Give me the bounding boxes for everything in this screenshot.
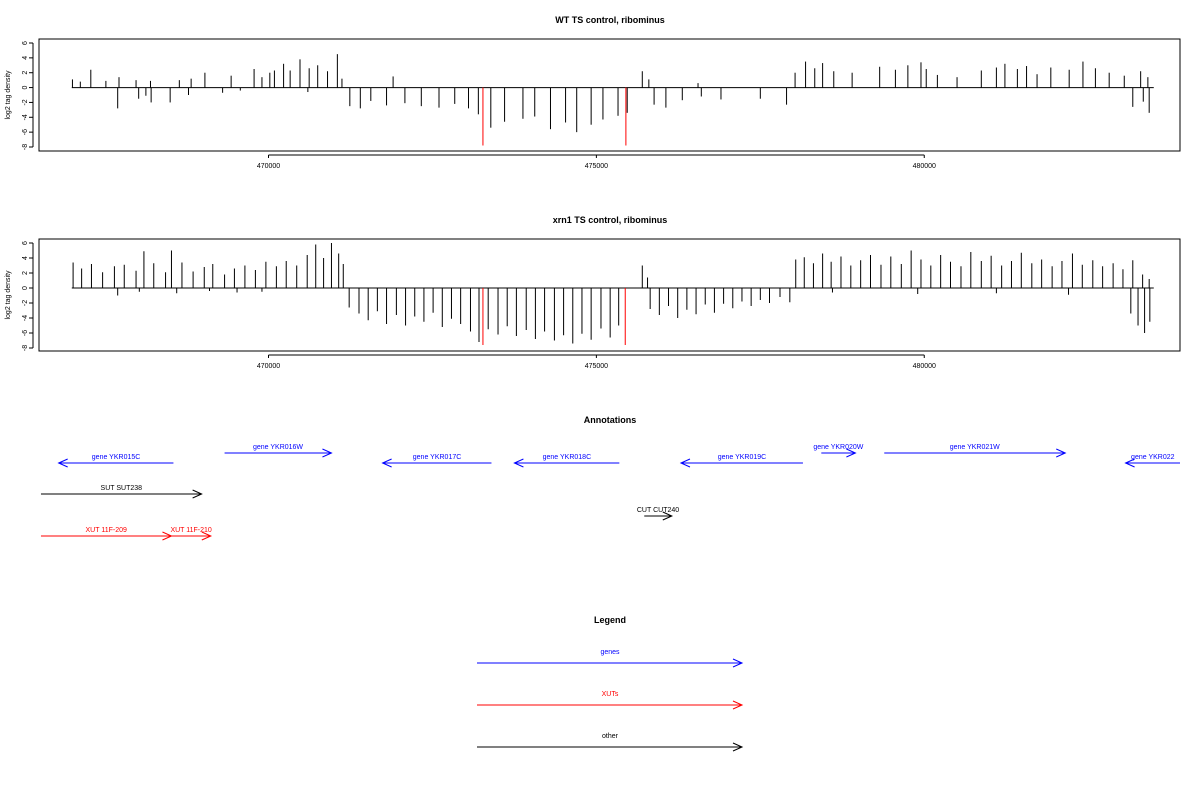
x-tick-label: 475000 [585,363,608,370]
feature-label: gene YKR016W [253,444,303,451]
wt-title: WT TS control, ribominus [555,15,665,25]
xrn1-panel: xrn1 TS control, ribominus log2 tag dens… [5,215,1181,370]
annotation-feature: gene YKR017C [381,454,492,468]
legend-title: Legend [594,615,626,625]
annotation-feature: gene YKR021W [884,444,1067,458]
y-tick-label: 0 [22,286,29,290]
xrn1-y-axis: -8 -6 -4 -2 0 2 4 6 [22,241,34,351]
x-tick-label: 480000 [913,163,936,170]
wt-y-axis: -8 -6 -4 -2 0 2 4 6 [22,41,34,150]
y-tick-label: -8 [22,345,29,351]
feature-arrow-head [1056,448,1067,458]
legend-entry: genes [477,649,744,668]
x-tick-label: 470000 [257,363,280,370]
annotation-feature: XUT 11F-209 [40,527,173,541]
feature-label: XUT 11F-210 [170,527,211,534]
xrn1-title: xrn1 TS control, ribominus [553,215,668,225]
y-tick-label: 2 [22,71,29,75]
legend-label: genes [600,649,620,656]
annotation-features: gene YKR015C gene YKR016W gene YKR017C gene… [40,444,1180,541]
legend-label: other [602,733,619,740]
annotation-feature: gene YKR020W [813,444,864,458]
xrn1-plot-frame [38,238,1181,352]
wt-bars [71,54,1154,146]
xrn1-bars [71,243,1154,345]
annotation-feature: gene YKR019C [679,454,803,468]
feature-label: CUT CUT240 [637,507,679,514]
feature-label: XUT 11F-209 [86,527,127,534]
y-tick-label: 4 [22,256,29,260]
wt-panel: WT TS control, ribominus log2 tag densit… [5,15,1181,170]
annotation-feature: SUT SUT238 [40,485,203,499]
y-tick-label: 2 [22,271,29,275]
wt-x-axis: 470000 475000 480000 [257,154,936,170]
y-tick-label: -2 [22,300,29,306]
y-tick-label: -2 [22,99,29,105]
legend-arrow-head [732,700,744,710]
y-tick-label: 0 [22,86,29,90]
annotation-feature: XUT 11F-210 [170,527,213,541]
wt-plot-frame [38,38,1181,152]
feature-arrow-head [1124,458,1135,468]
legend-entry: XUTs [477,691,744,710]
legend-entry: other [477,733,744,752]
feature-label: SUT SUT238 [101,485,143,492]
feature-label: gene YKR020W [813,444,863,451]
x-tick-label: 480000 [913,363,936,370]
feature-label: gene YKR018C [543,454,592,461]
feature-arrow-head [201,531,213,541]
y-tick-label: 6 [22,41,29,45]
feature-arrow-head [679,458,691,468]
feature-arrow-head [513,458,524,468]
legend-arrow-head [732,742,744,752]
xrn1-y-axis-label: log2 tag density [5,270,12,320]
annotation-feature: gene YKR018C [513,454,620,468]
y-tick-label: -8 [22,144,29,150]
feature-label: gene YKR015C [92,454,141,461]
wt-y-axis-label: log2 tag density [5,70,12,120]
y-tick-label: -6 [22,129,29,135]
annotations-title: Annotations [584,415,637,425]
feature-arrow-head [322,448,333,458]
y-tick-label: -4 [22,114,29,120]
annotation-feature: CUT CUT240 [637,507,679,521]
xrn1-x-axis: 470000 475000 480000 [257,354,936,370]
x-tick-label: 475000 [585,163,608,170]
legend-entries: genes XUTs other [477,649,744,752]
feature-arrow-head [192,489,203,499]
feature-label: gene YKR017C [413,454,462,461]
y-tick-label: -4 [22,315,29,321]
feature-arrow-head [57,458,68,468]
feature-label: gene YKR021W [950,444,1000,451]
x-tick-label: 470000 [257,163,280,170]
y-tick-label: 4 [22,56,29,60]
feature-arrow-head [846,448,857,458]
legend-arrow-head [732,658,744,668]
annotation-feature: gene YKR022 [1124,454,1180,468]
legend-panel: Legend genes XUTs other [477,615,744,752]
feature-arrow-head [662,511,674,521]
y-tick-label: -6 [22,330,29,336]
annotation-feature: gene YKR015C [57,454,174,468]
legend-label: XUTs [602,691,619,698]
feature-arrow-head [381,458,392,468]
feature-label: gene YKR022 [1131,454,1175,461]
feature-label: gene YKR019C [718,454,767,461]
y-tick-label: 6 [22,241,29,245]
annotation-feature: gene YKR016W [224,444,333,458]
